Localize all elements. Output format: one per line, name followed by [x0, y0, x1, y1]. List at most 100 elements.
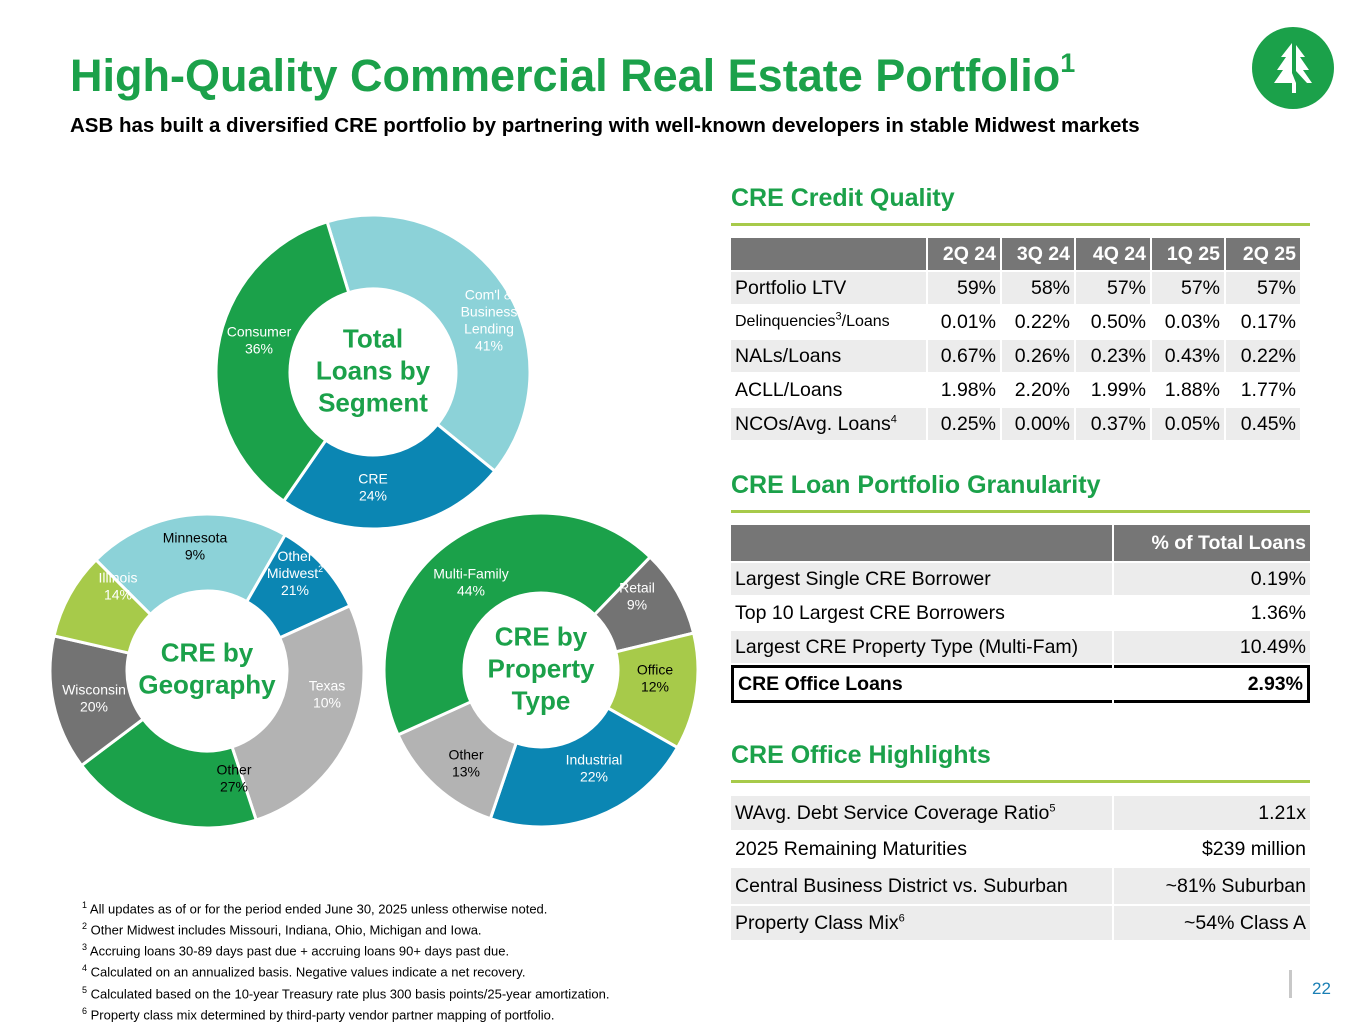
center-title-line: Geography [138, 669, 276, 699]
title-text: High-Quality Commercial Real Estate Port… [70, 50, 1061, 101]
footnote-text: Calculated based on the 10-year Treasury… [90, 985, 610, 1001]
footnote-text: Accruing loans 30-89 days past due + acc… [89, 943, 510, 959]
slice-label: Texas 10% [309, 678, 346, 711]
footnote-text: Calculated on an annualized basis. Negat… [90, 964, 526, 980]
footnote: 3 Accruing loans 30-89 days past due + a… [82, 939, 610, 960]
table-cell: 59% [928, 272, 1000, 304]
table-cell: ~81% Suburban [1114, 868, 1310, 904]
slice-label-line: Business [461, 304, 518, 320]
center-title-line: CRE by [495, 621, 588, 651]
table-row: Delinquencies3/Loans 0.01% 0.22% 0.50% 0… [731, 306, 1300, 338]
office-heading: CRE Office Highlights [731, 741, 1310, 783]
table-cell: 1.36% [1114, 597, 1310, 629]
row-label: Largest Single CRE Borrower [731, 563, 1112, 595]
table-cell: 0.17% [1226, 306, 1300, 338]
pie-slice [488, 705, 680, 829]
table-cell: 0.22% [1226, 340, 1300, 372]
table-cell: 57% [1076, 272, 1150, 304]
row-label: 2025 Remaining Maturities [731, 832, 1112, 866]
table-row: Central Business District vs. Suburban ~… [731, 868, 1310, 904]
center-title-line: CRE by [161, 637, 254, 667]
table-cell: 0.37% [1076, 408, 1150, 440]
granularity-heading: CRE Loan Portfolio Granularity [731, 471, 1310, 513]
center-title-line: Property [488, 653, 595, 683]
slice-label-line: 27% [220, 779, 248, 795]
slice-label-line: 13% [452, 764, 480, 780]
footnote-ref: 4 [890, 413, 897, 425]
slice-label-line: Other [448, 747, 483, 763]
row-label: Central Business District vs. Suburban [731, 868, 1112, 904]
footnote-text: Property class mix determined by third-p… [90, 1006, 555, 1022]
footnote-num: 3 [82, 942, 88, 953]
slice-label-line: Consumer [227, 324, 292, 340]
slice-label: Wisconsin 20% [62, 682, 126, 715]
col-header: 2Q 24 [928, 238, 1000, 270]
slice-label-sup: 2 [318, 564, 323, 574]
slice-label: Other 27% [216, 762, 251, 795]
table-cell: 2.20% [1002, 374, 1074, 406]
footnote-text: All updates as of or for the period ende… [89, 901, 548, 917]
table-cell: 0.03% [1152, 306, 1224, 338]
page-number: 22 [1312, 979, 1331, 998]
table-cell: 0.26% [1002, 340, 1074, 372]
table-row: ACLL/Loans 1.98% 2.20% 1.99% 1.88% 1.77% [731, 374, 1300, 406]
table-cell: 0.00% [1002, 408, 1074, 440]
center-title-line: Segment [318, 387, 428, 417]
row-label-suffix: /Loans [841, 313, 890, 330]
center-title-line: Loans by [316, 355, 431, 385]
table-row: Top 10 Largest CRE Borrowers 1.36% [731, 597, 1310, 629]
donut-charts-area: Com'l & Business Lending 41% CRE 24% Consumer 3… [0, 180, 720, 880]
slice-label-line: Texas [309, 678, 346, 694]
slice-label: Industrial 22% [566, 752, 623, 785]
footnote-num: 5 [82, 984, 88, 995]
table-cell: 10.49% [1114, 631, 1310, 663]
granularity-table: % of Total Loans Largest Single CRE Borr… [729, 523, 1312, 705]
table-cell: 1.77% [1226, 374, 1300, 406]
donut-chart: Com'l & Business Lending 41% CRE 24% Consumer 3… [214, 213, 532, 531]
row-label: WAvg. Debt Service Coverage Ratio5 [731, 796, 1112, 830]
pie-slice [52, 557, 153, 655]
footnote: 4 Calculated on an annualized basis. Neg… [82, 960, 610, 981]
table-cell: 1.98% [928, 374, 1000, 406]
table-cell: 2.93% [1114, 665, 1310, 703]
slice-label-line: 21% [281, 582, 309, 598]
slice-label-line: Other [277, 548, 312, 564]
table-cell: 0.45% [1226, 408, 1300, 440]
slice-label-line: Midwest [267, 565, 318, 581]
table-cell: $239 million [1114, 832, 1310, 866]
slice-label: Multi-Family 44% [433, 566, 508, 599]
row-label-text: Portfolio LTV [735, 276, 847, 299]
credit-quality-heading: CRE Credit Quality [731, 184, 1310, 226]
granularity-header-row: % of Total Loans [731, 525, 1310, 561]
slice-label-line: Wisconsin [62, 682, 126, 698]
table-cell: 1.21x [1114, 796, 1310, 830]
row-label: Portfolio LTV [731, 272, 926, 304]
row-label-text: Property Class Mix [735, 911, 899, 934]
donut-chart: Retail 9% Office 12% Industrial 22% Other 13% Mu… [382, 511, 700, 829]
tree-logo-icon [1252, 27, 1334, 109]
row-label: Delinquencies3/Loans [731, 306, 926, 338]
row-label-text: ACLL/Loans [735, 378, 843, 401]
table-row: Portfolio LTV 59% 58% 57% 57% 57% [731, 272, 1300, 304]
row-label: NCOs/Avg. Loans4 [731, 408, 926, 440]
slice-label: Other Midwest2 21% [267, 548, 323, 598]
page-subtitle: ASB has built a diversified CRE portfoli… [70, 114, 1140, 137]
slice-label-line: CRE [358, 471, 388, 487]
footnote-text: Other Midwest includes Missouri, Indiana… [90, 922, 482, 938]
table-cell: 0.67% [928, 340, 1000, 372]
slice-label: Minnesota 9% [163, 530, 228, 563]
row-label: Largest CRE Property Type (Multi-Fam) [731, 631, 1112, 663]
row-label-text: NCOs/Avg. Loans [735, 412, 891, 435]
slice-label: CRE 24% [358, 471, 388, 504]
footnote: 6 Property class mix determined by third… [82, 1003, 610, 1024]
footnote-ref: 5 [1049, 802, 1056, 814]
slice-label: Illinois 14% [99, 570, 138, 603]
slice-label-line: Minnesota [163, 530, 228, 546]
slice-label-line: 36% [245, 341, 273, 357]
table-cell: 0.23% [1076, 340, 1150, 372]
col-header: 4Q 24 [1076, 238, 1150, 270]
center-title-line: Type [512, 685, 571, 715]
slice-label-line: Lending [464, 321, 514, 337]
pie-slice [214, 219, 351, 504]
footnote: 1 All updates as of or for the period en… [82, 897, 610, 918]
